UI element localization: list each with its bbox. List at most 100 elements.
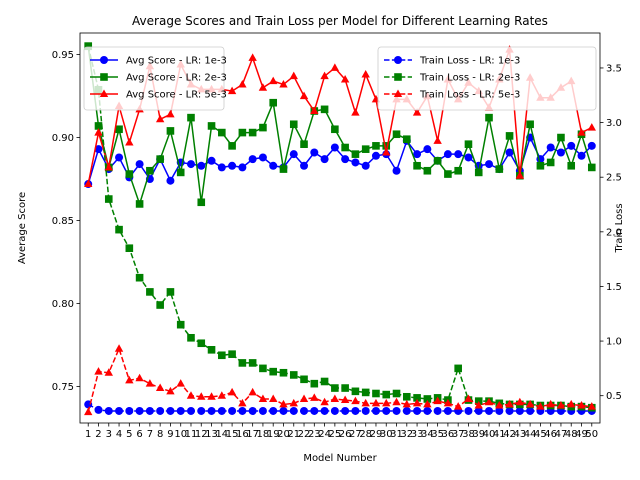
x-tick-label: 47 bbox=[555, 429, 568, 440]
score-point bbox=[146, 166, 154, 175]
loss-series bbox=[84, 400, 596, 415]
score-point bbox=[197, 161, 206, 170]
loss-point bbox=[382, 390, 391, 399]
loss-point bbox=[361, 388, 370, 397]
loss-point bbox=[423, 399, 432, 408]
x-tick-label: 41 bbox=[493, 429, 506, 440]
x-tick-label: 44 bbox=[524, 429, 537, 440]
score-point bbox=[207, 122, 216, 130]
score-point bbox=[258, 83, 268, 91]
score-point bbox=[289, 120, 298, 129]
x-tick-label: 1 bbox=[85, 429, 91, 440]
loss-point bbox=[453, 402, 463, 410]
x-tick-label: 5 bbox=[126, 429, 132, 440]
x-tick-label: 40 bbox=[483, 429, 496, 440]
loss-point bbox=[258, 406, 267, 415]
x-tick-label: 31 bbox=[390, 429, 403, 440]
legend-label: Train Loss - LR: 5e-3 bbox=[419, 90, 520, 101]
loss-point bbox=[217, 391, 227, 399]
loss-point bbox=[423, 395, 432, 403]
x-tick-label: 18 bbox=[257, 429, 270, 440]
loss-point bbox=[115, 225, 123, 234]
loss-point bbox=[228, 406, 237, 415]
y-left-tick-label: 0.85 bbox=[52, 216, 74, 227]
score-point bbox=[361, 69, 370, 78]
chart-title: Average Scores and Train Loss per Model … bbox=[132, 14, 548, 28]
x-tick-label: 27 bbox=[349, 429, 362, 440]
loss-point bbox=[125, 244, 134, 253]
loss-point bbox=[372, 389, 380, 398]
score-point bbox=[361, 145, 370, 153]
x-tick-label: 29 bbox=[370, 429, 383, 440]
loss-point bbox=[310, 406, 319, 415]
legend-label: Avg Score - LR: 1e-3 bbox=[126, 56, 227, 67]
score-point bbox=[505, 148, 514, 157]
x-tick-label: 3 bbox=[106, 429, 112, 440]
score-point bbox=[166, 127, 175, 135]
score-point bbox=[207, 156, 216, 165]
x-tick-label: 23 bbox=[308, 429, 321, 440]
score-point bbox=[197, 198, 206, 207]
score-point bbox=[423, 145, 432, 154]
score-point bbox=[567, 141, 576, 150]
score-point bbox=[546, 158, 555, 167]
score-point bbox=[351, 158, 360, 167]
loss-series bbox=[84, 344, 596, 416]
loss-point bbox=[145, 379, 155, 387]
loss-point bbox=[300, 375, 308, 384]
score-point bbox=[433, 156, 442, 165]
x-tick-label: 42 bbox=[503, 429, 516, 440]
y-right-tick-label: 1.0 bbox=[606, 337, 622, 348]
x-tick-label: 38 bbox=[462, 429, 475, 440]
legend-swatch-marker bbox=[99, 89, 109, 97]
y-right-tick-label: 2.0 bbox=[606, 227, 622, 238]
x-tick-label: 36 bbox=[442, 429, 455, 440]
loss-point bbox=[546, 399, 555, 408]
loss-point bbox=[587, 402, 596, 410]
score-point bbox=[526, 120, 534, 129]
loss-point bbox=[238, 398, 247, 407]
y-right-tick-label: 2.5 bbox=[606, 173, 622, 184]
score-point bbox=[587, 141, 596, 150]
score-point bbox=[125, 170, 134, 178]
loss-point bbox=[341, 406, 350, 415]
x-tick-label: 48 bbox=[565, 429, 578, 440]
score-point bbox=[104, 162, 113, 171]
score-point bbox=[217, 163, 226, 172]
score-point bbox=[536, 161, 545, 170]
score-point bbox=[474, 168, 483, 177]
loss-point bbox=[371, 398, 381, 407]
x-tick-label: 21 bbox=[287, 429, 300, 440]
loss-point bbox=[526, 406, 535, 415]
legend-box bbox=[83, 46, 225, 111]
score-point bbox=[320, 155, 329, 164]
x-tick-label: 50 bbox=[585, 429, 598, 440]
loss-point bbox=[515, 397, 525, 406]
loss-point bbox=[248, 387, 257, 396]
loss-point bbox=[495, 406, 504, 415]
score-point bbox=[259, 123, 267, 132]
loss-point bbox=[84, 42, 93, 50]
loss-point bbox=[176, 379, 185, 387]
score-point bbox=[577, 151, 586, 160]
loss-point bbox=[577, 401, 586, 409]
score-point bbox=[94, 145, 103, 154]
y-left-tick-label: 0.75 bbox=[52, 382, 74, 393]
loss-point bbox=[392, 406, 401, 415]
loss-point bbox=[392, 397, 401, 406]
loss-point bbox=[402, 406, 411, 415]
loss-point bbox=[94, 405, 103, 414]
score-point bbox=[299, 91, 309, 100]
loss-point bbox=[197, 406, 206, 415]
score-point bbox=[331, 125, 339, 134]
score-point bbox=[269, 98, 278, 107]
loss-point bbox=[166, 406, 175, 415]
loss-point bbox=[464, 406, 473, 415]
loss-point bbox=[248, 359, 257, 367]
loss-point bbox=[402, 399, 411, 408]
loss-point bbox=[227, 387, 237, 396]
score-point bbox=[238, 128, 247, 137]
y-left-tick-label: 0.95 bbox=[52, 50, 74, 61]
legend-label: Train Loss - LR: 2e-3 bbox=[419, 73, 520, 84]
